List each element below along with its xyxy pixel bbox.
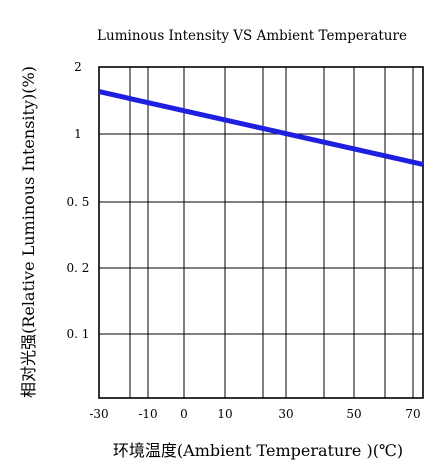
x-tick-label: -30	[89, 407, 108, 421]
x-tick-label: 10	[217, 407, 232, 421]
series-line	[98, 89, 424, 167]
plot-frame	[98, 66, 424, 399]
y-tick-label: 0. 5	[67, 195, 90, 209]
series	[98, 89, 424, 167]
y-tick-label: 2	[74, 60, 82, 74]
grid	[98, 66, 423, 398]
x-tick-labels: -30 -10 0 10 30 50 70	[89, 407, 420, 421]
y-tick-label: 0. 2	[67, 261, 90, 275]
x-tick-label: 0	[180, 407, 188, 421]
x-tick-label: -10	[138, 407, 157, 421]
y-axis-label: 相对光强(Relative Luminous Intensity)(%)	[19, 66, 38, 398]
x-tick-label: 50	[346, 407, 361, 421]
x-axis-label: 环境温度(Ambient Temperature )(℃)	[113, 441, 403, 460]
y-tick-label: 0. 1	[67, 327, 90, 341]
chart-title: Luminous Intensity VS Ambient Temperatur…	[97, 28, 407, 44]
y-tick-labels: 2 1 0. 5 0. 2 0. 1	[67, 60, 90, 341]
x-tick-label: 70	[405, 407, 420, 421]
x-tick-label: 30	[278, 407, 293, 421]
y-tick-label: 1	[74, 127, 82, 141]
